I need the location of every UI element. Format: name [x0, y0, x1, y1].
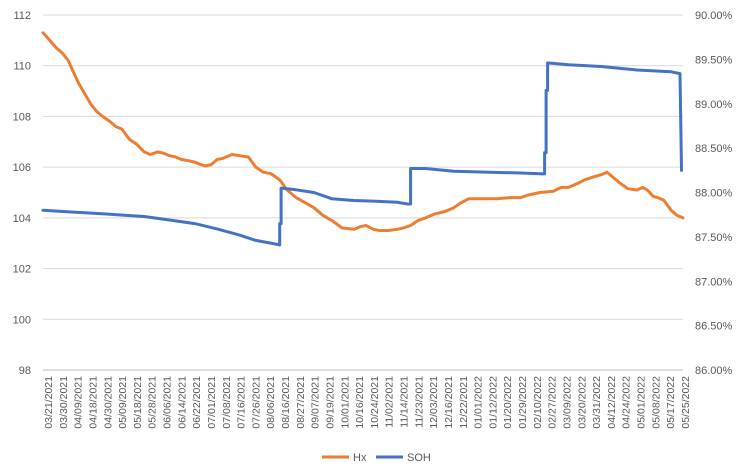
series-line-soh — [41, 61, 683, 247]
legend-label-soh: SOH — [407, 452, 431, 464]
x-tick-label: 04/12/2022 — [606, 376, 618, 429]
legend-label-hx: Hx — [353, 452, 367, 464]
x-tick-label: 03/09/2022 — [562, 376, 574, 429]
right-y-tick-label: 87.00% — [695, 276, 733, 288]
x-tick-label: 09/07/2021 — [310, 376, 322, 429]
left-y-tick-label: 100 — [13, 314, 31, 326]
legend: Hx SOH — [322, 452, 431, 464]
x-tick-label: 01/12/2022 — [487, 376, 499, 429]
x-tick-label: 08/16/2021 — [280, 376, 292, 429]
x-tick-label: 03/31/2022 — [591, 376, 603, 429]
x-tick-label: 11/14/2021 — [399, 376, 411, 428]
x-tick-label: 07/16/2021 — [236, 376, 248, 429]
left-y-tick-label: 102 — [13, 264, 31, 276]
x-tick-label: 11/02/2021 — [384, 376, 396, 428]
left-y-tick-label: 112 — [13, 10, 31, 22]
x-tick-label: 06/22/2021 — [191, 376, 203, 429]
x-tick-label: 03/21/2021 — [43, 376, 55, 429]
x-tick-label: 12/16/2021 — [443, 376, 455, 429]
gridlines — [43, 14, 683, 371]
x-tick-label: 05/01/2022 — [636, 376, 648, 429]
right-y-tick-label: 89.00% — [695, 99, 733, 111]
x-tick-label: 03/30/2021 — [58, 376, 70, 429]
series-lines — [41, 31, 685, 247]
x-tick-label: 07/01/2021 — [206, 376, 218, 429]
x-tick-label: 03/20/2022 — [576, 376, 588, 429]
x-tick-label: 10/16/2021 — [354, 376, 366, 429]
x-tick-label: 06/14/2021 — [176, 376, 188, 429]
right-y-tick-label: 88.50% — [695, 143, 733, 155]
x-tick-label: 01/29/2022 — [517, 376, 529, 429]
series-line-hx — [41, 31, 685, 232]
x-tick-label: 09/19/2021 — [325, 376, 337, 429]
x-tick-label: 04/30/2021 — [102, 376, 114, 429]
x-tick-label: 04/24/2022 — [621, 376, 633, 429]
left-y-tick-label: 106 — [13, 162, 31, 174]
left-y-tick-label: 98 — [19, 365, 31, 377]
right-y-tick-label: 86.00% — [695, 365, 733, 377]
right-y-tick-label: 88.00% — [695, 188, 733, 200]
left-y-tick-label: 108 — [13, 111, 31, 123]
x-tick-label: 05/09/2021 — [117, 376, 129, 429]
x-tick-label: 07/26/2021 — [250, 376, 262, 429]
x-tick-label: 02/10/2022 — [532, 376, 544, 429]
x-tick-label: 12/03/2021 — [428, 376, 440, 429]
x-tick-label: 01/01/2022 — [473, 376, 485, 429]
right-y-tick-label: 89.50% — [695, 54, 733, 66]
x-tick-label: 05/28/2021 — [147, 376, 159, 429]
x-tick-label: 11/23/2021 — [413, 376, 425, 428]
x-tick-label: 04/09/2021 — [73, 376, 85, 429]
x-axis: 03/21/2021 03/30/2021 04/09/2021 04/18/2021… — [43, 369, 692, 429]
right-y-tick-label: 90.00% — [695, 10, 733, 22]
x-tick-label: 05/17/2022 — [665, 376, 677, 429]
x-tick-label: 07/08/2021 — [221, 376, 233, 429]
right-y-tick-label: 87.50% — [695, 232, 733, 244]
left-y-tick-label: 110 — [13, 61, 31, 73]
x-tick-label: 01/20/2022 — [502, 376, 514, 429]
x-tick-label: 08/27/2021 — [295, 376, 307, 429]
x-tick-label: 05/08/2022 — [650, 376, 662, 429]
x-tick-label: 02/27/2022 — [547, 376, 559, 429]
right-y-tick-label: 86.50% — [695, 321, 733, 333]
x-tick-label: 10/24/2021 — [369, 376, 381, 429]
left-y-axis: 98 100 102 104 106 108 110 112 — [13, 10, 31, 377]
x-tick-label: 06/06/2021 — [162, 376, 174, 429]
right-y-axis: 86.00% 86.50% 87.00% 87.50% 88.00% 88.50% 89.0… — [695, 10, 733, 377]
x-tick-label: 05/25/2022 — [680, 376, 692, 429]
x-tick-label: 12/22/2021 — [458, 376, 470, 429]
x-tick-label: 10/01/2021 — [339, 376, 351, 429]
x-tick-label: 05/18/2021 — [132, 376, 144, 429]
left-y-tick-label: 104 — [13, 213, 31, 225]
x-tick-label: 08/06/2021 — [265, 376, 277, 429]
x-tick-label: 04/18/2021 — [87, 376, 99, 429]
